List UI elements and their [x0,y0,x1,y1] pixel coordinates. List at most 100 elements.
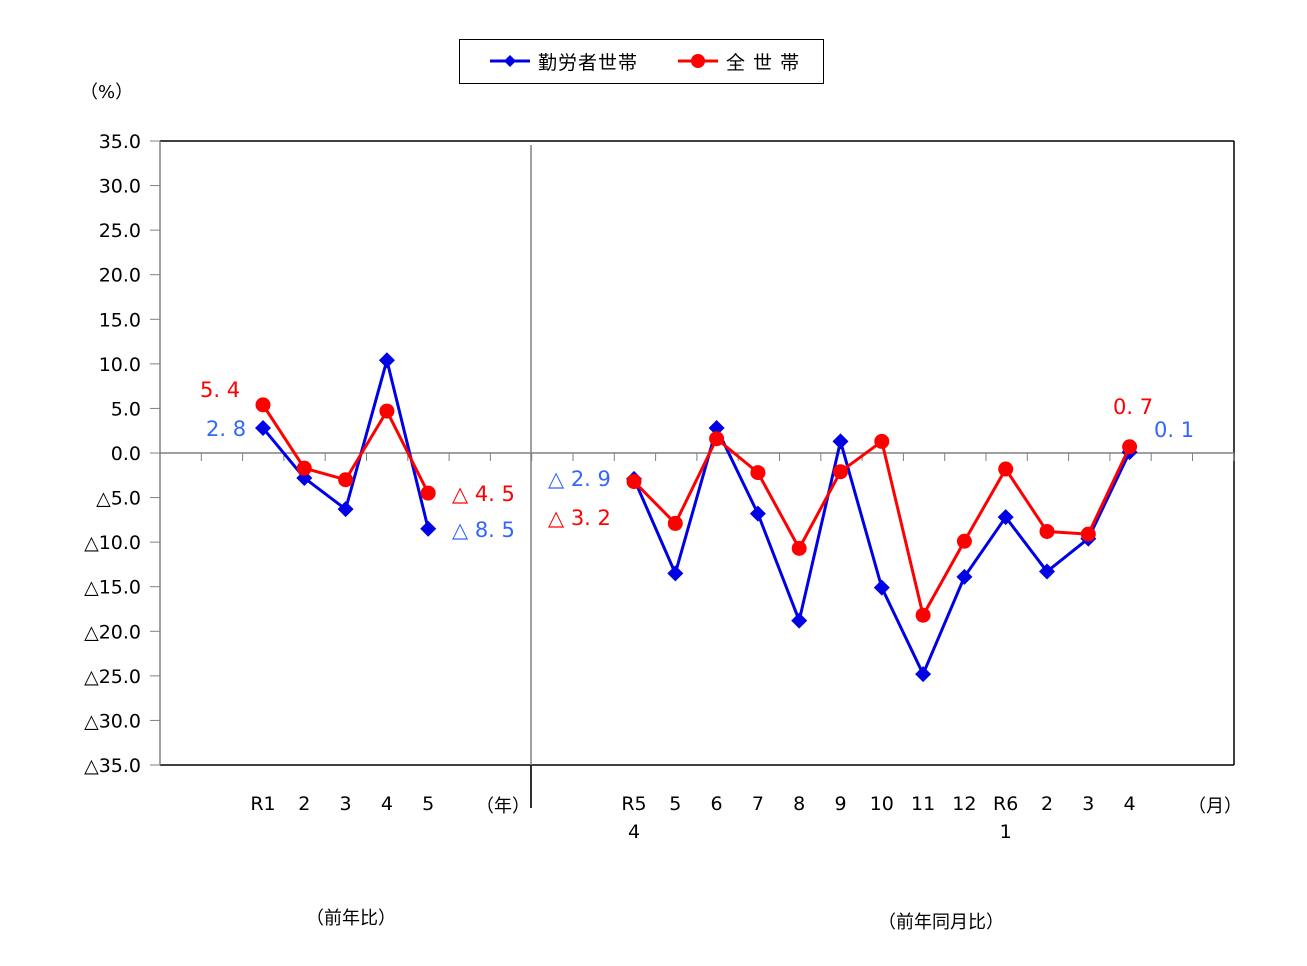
y-tick-label: △25.0 [84,666,141,688]
y-axis-unit: （%） [80,82,134,103]
label-annual-5-workers: △ 8. 5 [452,518,515,542]
label-text: 0. 1 [1154,418,1195,442]
legend-item-all: 全 世 帯 [676,50,801,74]
x-tick-label: R6 [993,793,1018,815]
x-tick-label: 6 [711,793,723,815]
circle-marker [1080,526,1096,542]
series-lines [255,352,1138,683]
label-text: △ 2. 9 [548,467,611,491]
circle-marker [833,464,848,480]
y-tick-label: △30.0 [84,710,141,732]
circle-marker [750,465,766,481]
circle-marker [667,515,683,531]
x-tick-label: 11 [911,793,935,815]
diamond-marker [997,509,1014,526]
y-tick-label: 5.0 [111,398,141,420]
y-tick-label: 10.0 [99,354,141,376]
caption-monthly: （前年同月比） [878,912,1004,933]
label-text: 5. 4 [200,378,241,402]
label-monthly-first-workers: △ 2. 9 [548,467,611,491]
y-tick-label: △10.0 [84,532,141,554]
x-tick-label: 7 [752,793,764,815]
x-tick-label: 5 [669,793,681,815]
diamond-marker-icon [490,55,530,67]
x-tick-label: 3 [340,793,352,815]
diamond-marker [791,612,808,629]
diamond-marker [1039,563,1055,580]
circle-marker [998,461,1014,477]
label-monthly-last-workers: 0. 1 [1154,418,1194,442]
x-tick-label: 2 [298,793,310,815]
x-tick-label: 8 [793,793,805,815]
x-tick-label: R5 [621,793,646,815]
circle-marker [915,607,931,623]
circle-marker [296,460,312,476]
diamond-marker [749,505,766,522]
label-monthly-first-all: △ 3. 2 [548,506,611,530]
y-tick-label: 35.0 [99,131,141,153]
label-text: △ 4. 5 [452,482,515,506]
diamond-marker [255,420,271,437]
diamond-marker [337,501,354,518]
diamond-marker [667,565,684,582]
legend-item-workers: 勤労者世帯 [488,50,639,74]
circle-marker [338,472,354,488]
x-tick-label: 10 [870,793,894,815]
caption-annual: （前年比） [306,908,396,929]
label-text: 2. 8 [206,417,247,441]
x-tick-label: 3 [1082,793,1094,815]
x-unit-month: （月） [1188,796,1242,817]
x-tick-label: 4 [1124,793,1136,815]
circle-marker-icon [678,54,718,68]
circle-marker [379,403,395,419]
x-tick-label: 9 [834,793,846,815]
circle-marker [1039,523,1055,539]
y-axis: 35.0 30.0 25.0 20.0 15.0 10.0 5.0 0.0 △5.0 △10.0 △… [84,131,160,777]
plot-frame [159,140,1235,808]
diamond-marker [873,579,890,596]
label-text: △ 8. 5 [452,518,515,542]
y-tick-label: 15.0 [99,309,141,331]
diamond-marker [708,420,725,437]
x-tick-label: R1 [250,793,275,815]
label-monthly-last-all: 0. 7 [1113,395,1153,419]
label-annual-r1-all: 5. 4 [200,378,240,402]
series-line-workers [632,426,1131,676]
y-tick-label: △15.0 [84,577,141,599]
circle-marker [255,397,271,413]
y-tick-label: 20.0 [99,265,141,287]
label-annual-r1-workers: 2. 8 [206,417,246,441]
y-tick-label: △35.0 [84,755,141,777]
chart-legend: 勤労者世帯 全 世 帯 [459,39,824,84]
x-tick-label: 2 [1041,793,1053,815]
diamond-marker [832,433,849,450]
diamond-marker [378,352,395,369]
circle-marker [874,433,890,449]
circle-marker [420,485,436,501]
diamond-marker [420,520,437,537]
x-tick-label: 1 [1000,821,1012,843]
circle-marker [709,431,725,447]
legend-label-workers: 勤労者世帯 [538,51,639,74]
x-unit-year: （年） [476,796,530,817]
circle-marker [626,474,642,490]
label-text: 0. 7 [1113,395,1154,419]
y-tick-label: △20.0 [84,621,141,643]
circle-marker [956,533,972,549]
label-annual-5-all: △ 4. 5 [452,482,515,506]
y-tick-label: △5.0 [96,488,141,510]
diamond-marker [956,568,973,585]
diamond-marker [915,666,932,683]
label-text: △ 3. 2 [548,506,611,530]
x-tick-label: 4 [628,821,640,843]
x-tick-label: 4 [381,793,393,815]
x-tick-label: 12 [952,793,976,815]
legend-label-all: 全 世 帯 [726,51,801,74]
y-tick-label: 0.0 [111,443,141,465]
circle-marker [1122,439,1138,455]
x-tick-label: 5 [422,793,434,815]
circle-marker [791,540,807,556]
y-tick-label: 25.0 [99,220,141,242]
